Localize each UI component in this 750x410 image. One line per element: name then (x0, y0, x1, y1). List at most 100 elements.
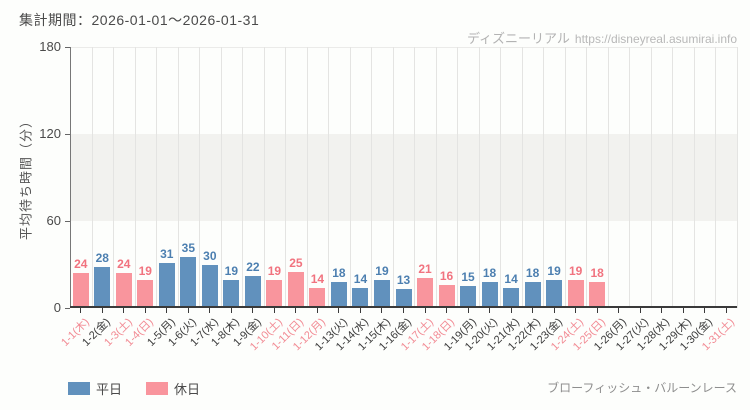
plot-area: 24 28 24 19 31 35 30 19 22 19 25 14 18 14 19 13 21 16 15 18… (70, 47, 738, 313)
bar-value-label: 25 (289, 255, 303, 270)
x-tick-mark (316, 308, 318, 313)
x-tick-mark (510, 308, 512, 313)
bar-1-18(日) (438, 284, 455, 308)
x-tick-mark (489, 308, 491, 313)
bar-1-21(水) (503, 287, 520, 308)
bar-value-label: 19 (375, 264, 389, 279)
bar-1-3(土) (115, 273, 132, 308)
gridline-vertical (306, 47, 308, 308)
bar-1-2(金) (94, 267, 111, 308)
bar-1-12(月) (309, 287, 326, 308)
gridline-vertical (607, 47, 609, 308)
bar-1-13(火) (330, 281, 347, 308)
legend-item-holiday: 休日 (146, 379, 200, 398)
bar-1-4(日) (137, 280, 154, 308)
bar-value-label: 18 (590, 265, 604, 280)
bar-1-20(火) (481, 281, 498, 308)
legend-weekday-swatch (68, 382, 90, 395)
x-tick-mark (123, 308, 125, 313)
bar-1-9(金) (244, 276, 261, 308)
bar-value-label: 21 (418, 261, 432, 276)
legend: 平日 休日 (68, 379, 224, 398)
bar-value-label: 18 (525, 265, 540, 280)
bar-value-label: 19 (267, 264, 282, 279)
bar-value-label: 15 (461, 270, 475, 285)
x-tick-mark (273, 308, 275, 313)
site-name: ディズニーリアル (466, 31, 570, 46)
bar-1-24(土) (567, 280, 584, 308)
gridline-vertical (177, 47, 179, 308)
gridline-vertical (693, 47, 695, 308)
bar-value-label: 14 (310, 271, 325, 286)
bar-value-label: 18 (332, 265, 346, 280)
bar-1-19(月) (460, 286, 477, 308)
gridline-vertical (521, 47, 523, 308)
gridline-vertical (112, 47, 114, 308)
x-axis-line (70, 306, 737, 308)
legend-holiday-swatch (146, 382, 169, 395)
gridline-vertical (736, 47, 738, 308)
x-tick-mark (166, 308, 168, 313)
gridline-vertical (413, 47, 415, 308)
bar-1-15(木) (373, 280, 390, 308)
bar-value-label: 28 (95, 251, 109, 266)
gridline-vertical (284, 47, 286, 308)
report-period: 集計期間：2026-01-01～2026-01-31 (19, 12, 260, 28)
site-watermark: ディズニーリアル https://disneyreal.asumirai.info (467, 28, 737, 47)
gridline-vertical (263, 47, 265, 308)
bar-1-25(日) (589, 281, 606, 308)
y-axis-line (70, 47, 71, 308)
y-band-60-120 (70, 134, 737, 221)
gridline-vertical (134, 47, 136, 308)
bar-value-label: 31 (160, 247, 174, 262)
x-tick-mark (661, 308, 663, 313)
x-tick-mark (403, 308, 404, 313)
bar-1-11(日) (287, 271, 304, 308)
x-tick-mark (80, 308, 82, 313)
gridline-vertical (392, 47, 394, 308)
bar-value-label: 14 (353, 271, 368, 286)
gridline-vertical (155, 47, 157, 308)
x-tick-mark (338, 308, 340, 313)
x-tick-mark (639, 308, 641, 313)
y-tick-mark (65, 46, 70, 48)
gridline-vertical (327, 47, 329, 308)
gridline-vertical (435, 47, 437, 308)
x-tick-mark (381, 308, 383, 313)
gridline-vertical (349, 47, 351, 308)
bar-1-8(木) (223, 280, 240, 308)
site-url: https://disneyreal.asumirai.info (574, 32, 737, 46)
gridline-vertical (370, 47, 372, 308)
bar-value-label: 30 (203, 248, 217, 263)
bar-1-22(木) (524, 281, 541, 308)
x-tick-mark (359, 308, 361, 313)
x-tick-mark (596, 308, 598, 313)
bar-value-label: 13 (396, 273, 411, 288)
attraction-name: ブローフィッシュ・バルーンレース (547, 381, 737, 395)
bar-value-label: 16 (439, 268, 454, 283)
gridline-vertical (585, 47, 587, 308)
gridline-vertical (671, 47, 673, 308)
legend-item-weekday: 平日 (68, 379, 122, 398)
gridline-vertical (241, 47, 243, 308)
bar-value-label: 19 (547, 264, 561, 279)
y-tick-mark (65, 307, 70, 309)
x-tick-mark (725, 308, 727, 313)
x-tick-mark (682, 308, 684, 313)
bar-value-label: 19 (568, 264, 583, 279)
gridline-vertical (628, 47, 630, 308)
bar-value-label: 35 (181, 241, 195, 256)
bar-value-label: 19 (224, 264, 239, 279)
x-tick-mark (575, 308, 577, 313)
gridline-vertical (456, 47, 458, 308)
bar-value-label: 19 (138, 264, 152, 279)
bar-1-5(月) (158, 263, 175, 308)
gridline-vertical (478, 47, 480, 308)
bar-value-label: 18 (482, 265, 497, 280)
legend-holiday-label: 休日 (174, 382, 201, 397)
gridline-vertical (499, 47, 501, 308)
x-tick-mark (553, 308, 555, 313)
bar-value-label: 24 (117, 257, 131, 272)
bar-value-label: 14 (504, 271, 518, 286)
x-tick-mark (230, 308, 232, 313)
